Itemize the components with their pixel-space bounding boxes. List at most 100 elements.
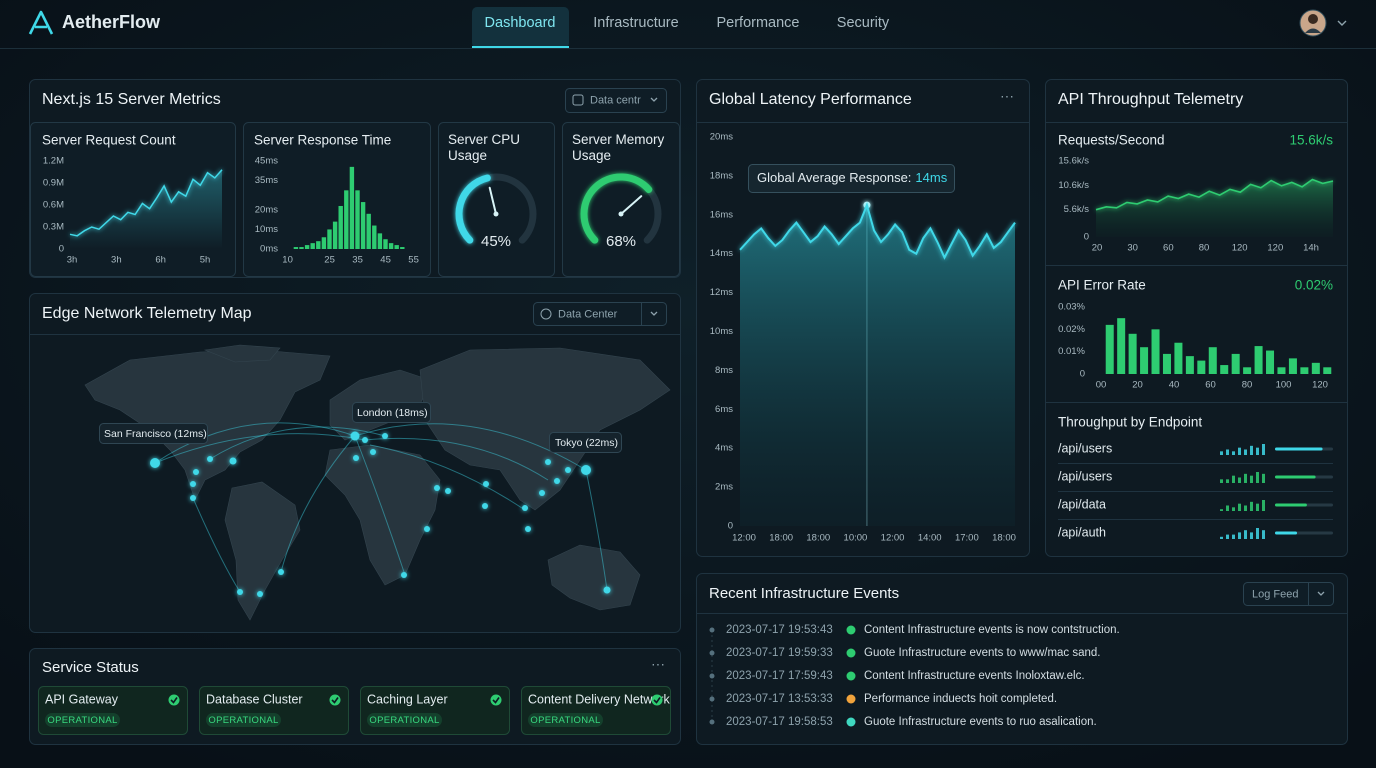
bar <box>1300 367 1309 374</box>
spark-bar <box>1220 451 1223 455</box>
card-title: Server Request Count <box>42 133 176 148</box>
line <box>1095 178 1334 211</box>
filter-dropdown[interactable] <box>1243 582 1334 606</box>
node <box>193 469 199 475</box>
x-tick-label: 60 <box>1163 243 1174 254</box>
avatar-chevron[interactable] <box>1337 20 1347 26</box>
nav-tab[interactable]: Performance <box>716 15 799 31</box>
x-tick-label: 3h <box>111 255 122 266</box>
event-level <box>846 671 856 681</box>
bar <box>1151 329 1160 374</box>
x-tick-label: 30 <box>1127 243 1138 254</box>
node <box>565 467 571 473</box>
map-label-box <box>99 423 208 444</box>
card-title-box: Server CPU Usage <box>448 132 520 163</box>
histogram-bar <box>394 245 399 249</box>
y-tick-label: 2ms <box>715 482 733 493</box>
timeline-dot <box>709 627 715 633</box>
bar <box>1105 324 1114 374</box>
spark-bar <box>1262 473 1265 483</box>
arc <box>209 426 386 460</box>
event-level <box>846 694 856 704</box>
node <box>237 589 243 595</box>
spark-bar <box>1238 532 1241 539</box>
panel-title: Global Latency Performance <box>709 91 912 108</box>
node <box>350 431 360 441</box>
status-label: OPERATIONAL <box>369 715 439 726</box>
spark-bar <box>1232 534 1235 539</box>
spark-bar <box>1220 479 1223 483</box>
event-time: 2023-07-17 13:53:33 <box>726 693 833 705</box>
avatar-head <box>1308 14 1318 24</box>
spark-bar <box>1256 503 1259 511</box>
section-title: Requests/Second <box>1058 133 1165 148</box>
spark-bar <box>1220 536 1223 539</box>
x-tick-label: 60 <box>1205 380 1216 391</box>
node <box>190 495 196 501</box>
event-time: 2023-07-17 19:59:33 <box>726 647 833 659</box>
node <box>150 458 160 468</box>
node <box>445 488 451 494</box>
node <box>207 456 213 462</box>
node <box>370 449 376 455</box>
histogram-bar <box>372 225 377 249</box>
area <box>1096 179 1333 237</box>
endpoint-name: /api/users <box>1058 469 1112 483</box>
nav-tab[interactable]: Security <box>837 15 890 31</box>
event-text: Guote Infrastructure events to www/mac s… <box>864 647 1101 659</box>
current-value: 0.02% <box>1295 278 1333 293</box>
australia <box>547 544 641 611</box>
arc <box>354 423 587 471</box>
map-label: San Francisco (12ms) <box>104 428 207 440</box>
y-tick-label: 10ms <box>710 326 733 337</box>
x-tick-label: 5h <box>200 255 211 266</box>
status-check <box>492 697 500 704</box>
timeline-dot <box>709 696 715 702</box>
service-name: Content Delivery Network <box>528 692 670 706</box>
y-tick-label: 6ms <box>715 404 733 415</box>
more-menu[interactable]: ··· <box>651 656 665 672</box>
bar <box>1243 367 1252 374</box>
spark-bar <box>1226 534 1229 539</box>
nav-tab[interactable]: Dashboard <box>485 15 556 31</box>
x-tick-label: 80 <box>1199 243 1210 254</box>
x-tick-label: 14h <box>1303 243 1319 254</box>
histogram-bar <box>316 241 321 249</box>
panel-title: API Throughput Telemetry <box>1058 91 1243 108</box>
bar <box>1197 360 1206 374</box>
load-bar <box>1275 475 1316 479</box>
node <box>401 572 407 578</box>
section-title: API Error Rate <box>1058 278 1146 293</box>
logo <box>28 10 54 35</box>
histogram-bar <box>299 247 304 249</box>
filter-dropdown[interactable] <box>533 302 667 326</box>
load-bar <box>1275 447 1323 451</box>
y-tick-label: 15.6k/s <box>1058 156 1089 167</box>
spark-bar <box>1244 530 1247 539</box>
tooltip <box>748 164 955 193</box>
filter-label: Data Center <box>558 308 618 320</box>
y-tick-label: 35ms <box>255 175 278 186</box>
nav-tab[interactable]: Infrastructure <box>593 15 678 31</box>
bar <box>1220 365 1229 374</box>
histogram-bar <box>377 233 383 249</box>
arc <box>280 435 356 573</box>
timeline-dot <box>709 719 715 725</box>
spark-bar <box>1250 475 1253 483</box>
gauge-value-label: 45% <box>481 233 511 250</box>
node <box>483 481 489 487</box>
x-tick-label: 20 <box>1132 380 1143 391</box>
arc <box>154 422 356 464</box>
node <box>539 490 545 496</box>
bar <box>1231 353 1240 374</box>
more-menu[interactable]: ··· <box>1000 88 1014 104</box>
filter-dropdown[interactable] <box>565 88 667 113</box>
node <box>257 591 263 597</box>
bar <box>1323 367 1332 374</box>
node <box>522 505 528 511</box>
south-america <box>224 481 301 621</box>
card-title-box: Server Memory Usage <box>572 132 664 163</box>
histogram-bar <box>338 205 343 249</box>
service-status-panel <box>29 648 681 745</box>
y-tick-label: 12ms <box>710 287 733 298</box>
